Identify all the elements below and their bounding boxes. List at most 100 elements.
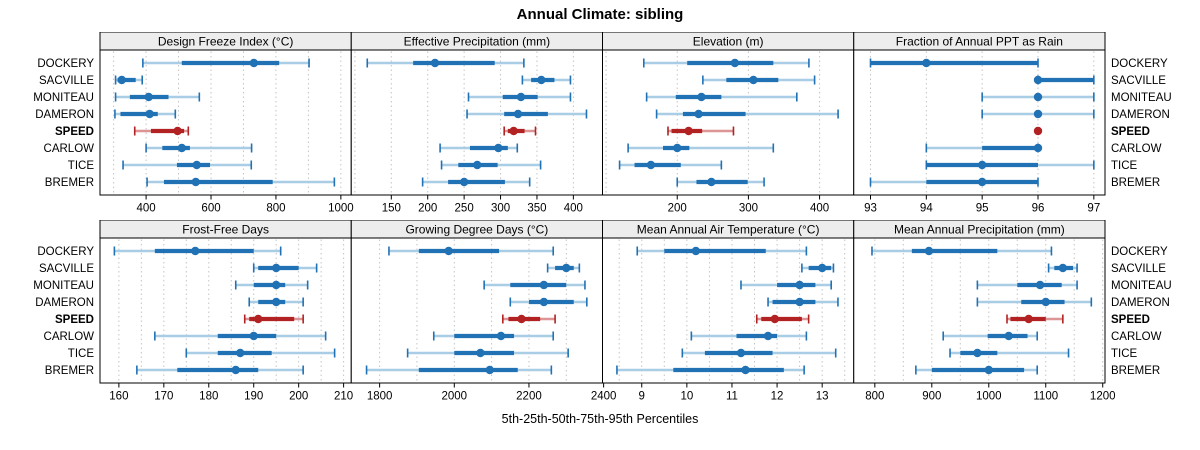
series-bremer — [616, 365, 805, 375]
row-label-right-moniteau: MONITEAU — [1111, 92, 1172, 104]
median-dot — [254, 314, 263, 324]
median-dot — [444, 246, 453, 256]
axis-tick-label: 1000 — [328, 203, 354, 215]
axis-tick-label: 800 — [266, 203, 285, 215]
series-carlow — [439, 143, 519, 153]
axis-tick-label: 350 — [527, 203, 546, 215]
median-dot — [795, 297, 804, 307]
median-dot — [922, 58, 931, 68]
axis-tick-label: 180 — [199, 391, 218, 403]
panel-box — [853, 49, 1106, 196]
series-moniteau — [740, 280, 832, 290]
median-dot — [517, 314, 526, 324]
panel-row-top: Design Freeze Index (°C) 400 600 800 1000 Eff… — [33, 32, 1172, 215]
strip-title: Growing Degree Days (°C) — [405, 223, 548, 237]
panel-box — [602, 237, 855, 384]
series-sacville — [1033, 75, 1095, 85]
series-sacville — [702, 75, 816, 85]
series-moniteau — [114, 92, 201, 102]
median-dot — [924, 246, 934, 256]
series-speed — [243, 314, 304, 324]
axis-tick-label: 190 — [244, 391, 263, 403]
row-label-left-tice: TICE — [68, 348, 95, 360]
median-dot — [539, 297, 549, 307]
median-dot — [1024, 314, 1033, 324]
axis-tick-label: 2400 — [591, 391, 617, 403]
median-dot — [231, 365, 240, 375]
median-dot — [513, 109, 523, 119]
axis-tick-label: 150 — [382, 203, 401, 215]
series-moniteau — [234, 280, 309, 290]
series-speed — [755, 314, 810, 324]
series-dameron — [981, 109, 1095, 119]
strip-title: Effective Precipitation (mm) — [404, 35, 551, 49]
axis-tick-label: 97 — [1087, 203, 1100, 215]
row-label-left-bremer: BREMER — [45, 365, 94, 377]
strip-title: Mean Annual Precipitation (mm) — [894, 223, 1065, 237]
panel-box — [350, 237, 603, 384]
series-tice — [185, 348, 336, 358]
row-label-left-dameron: DAMERON — [35, 109, 94, 121]
row-label-left-sacville: SACVILLE — [39, 263, 94, 275]
row-label-right-bremer: BREMER — [1111, 177, 1160, 189]
median-dot — [192, 160, 201, 170]
median-dot — [236, 348, 245, 358]
series-bremer — [676, 177, 765, 187]
median-dot — [694, 109, 703, 119]
median-dot — [191, 246, 200, 256]
row-label-left-carlow: CARLOW — [44, 331, 95, 343]
row-label-right-bremer: BREMER — [1111, 365, 1160, 377]
median-dot — [973, 348, 982, 358]
panel-box — [602, 49, 855, 196]
series-sacville — [546, 263, 581, 273]
series-speed — [503, 126, 537, 136]
median-dot — [485, 365, 494, 375]
median-dot — [249, 331, 258, 341]
series-sacville — [1047, 263, 1078, 273]
axis-tick-label: 96 — [1032, 203, 1045, 215]
axis-tick-label: 210 — [334, 391, 353, 403]
axis-tick-label: 12 — [771, 391, 784, 403]
median-dot — [707, 177, 716, 187]
axis-tick-label: 600 — [201, 203, 220, 215]
median-dot — [1004, 331, 1013, 341]
series-carlow — [154, 331, 327, 341]
series-dockery — [142, 58, 310, 68]
series-dameron — [767, 297, 839, 307]
panel-box — [99, 237, 352, 384]
median-dot — [562, 263, 571, 273]
series-moniteau — [981, 92, 1095, 102]
row-label-left-carlow: CARLOW — [44, 143, 95, 155]
panel-box — [99, 49, 352, 196]
series-moniteau — [976, 280, 1078, 290]
row-label-right-speed: SPEED — [1111, 314, 1150, 326]
row-label-right-tice: TICE — [1111, 348, 1138, 360]
median-dot — [1041, 297, 1050, 307]
axis-tick-label: 2000 — [441, 391, 467, 403]
series-carlow — [432, 331, 555, 341]
row-label-right-dameron: DAMERON — [1111, 109, 1170, 121]
series-speed — [502, 314, 556, 324]
median-dot — [1033, 75, 1043, 85]
series-bremer — [421, 177, 531, 187]
median-dot — [795, 280, 804, 290]
series-dameron — [248, 297, 304, 307]
median-dot — [730, 58, 740, 68]
median-dot — [430, 58, 440, 68]
median-dot — [749, 75, 758, 85]
series-moniteau — [645, 92, 798, 102]
row-label-left-dameron: DAMERON — [35, 297, 94, 309]
series-carlow — [925, 143, 1043, 153]
median-dot — [646, 160, 656, 170]
row-label-right-dockery: DOCKERY — [1111, 58, 1168, 70]
median-dot — [117, 75, 126, 85]
strip-title: Fraction of Annual PPT as Rain — [896, 35, 1063, 49]
row-label-left-sacville: SACVILLE — [39, 75, 94, 87]
axis-tick-label: 1100 — [1033, 391, 1058, 403]
median-dot — [977, 177, 987, 187]
panel-row-bottom: Frost-Free Days 160 170 180 190 200 210 Growing… — [33, 220, 1172, 403]
strip-title: Frost-Free Days — [182, 223, 269, 237]
median-dot — [516, 92, 526, 102]
median-dot — [476, 348, 485, 358]
strip-title: Design Freeze Index (°C) — [158, 35, 294, 49]
